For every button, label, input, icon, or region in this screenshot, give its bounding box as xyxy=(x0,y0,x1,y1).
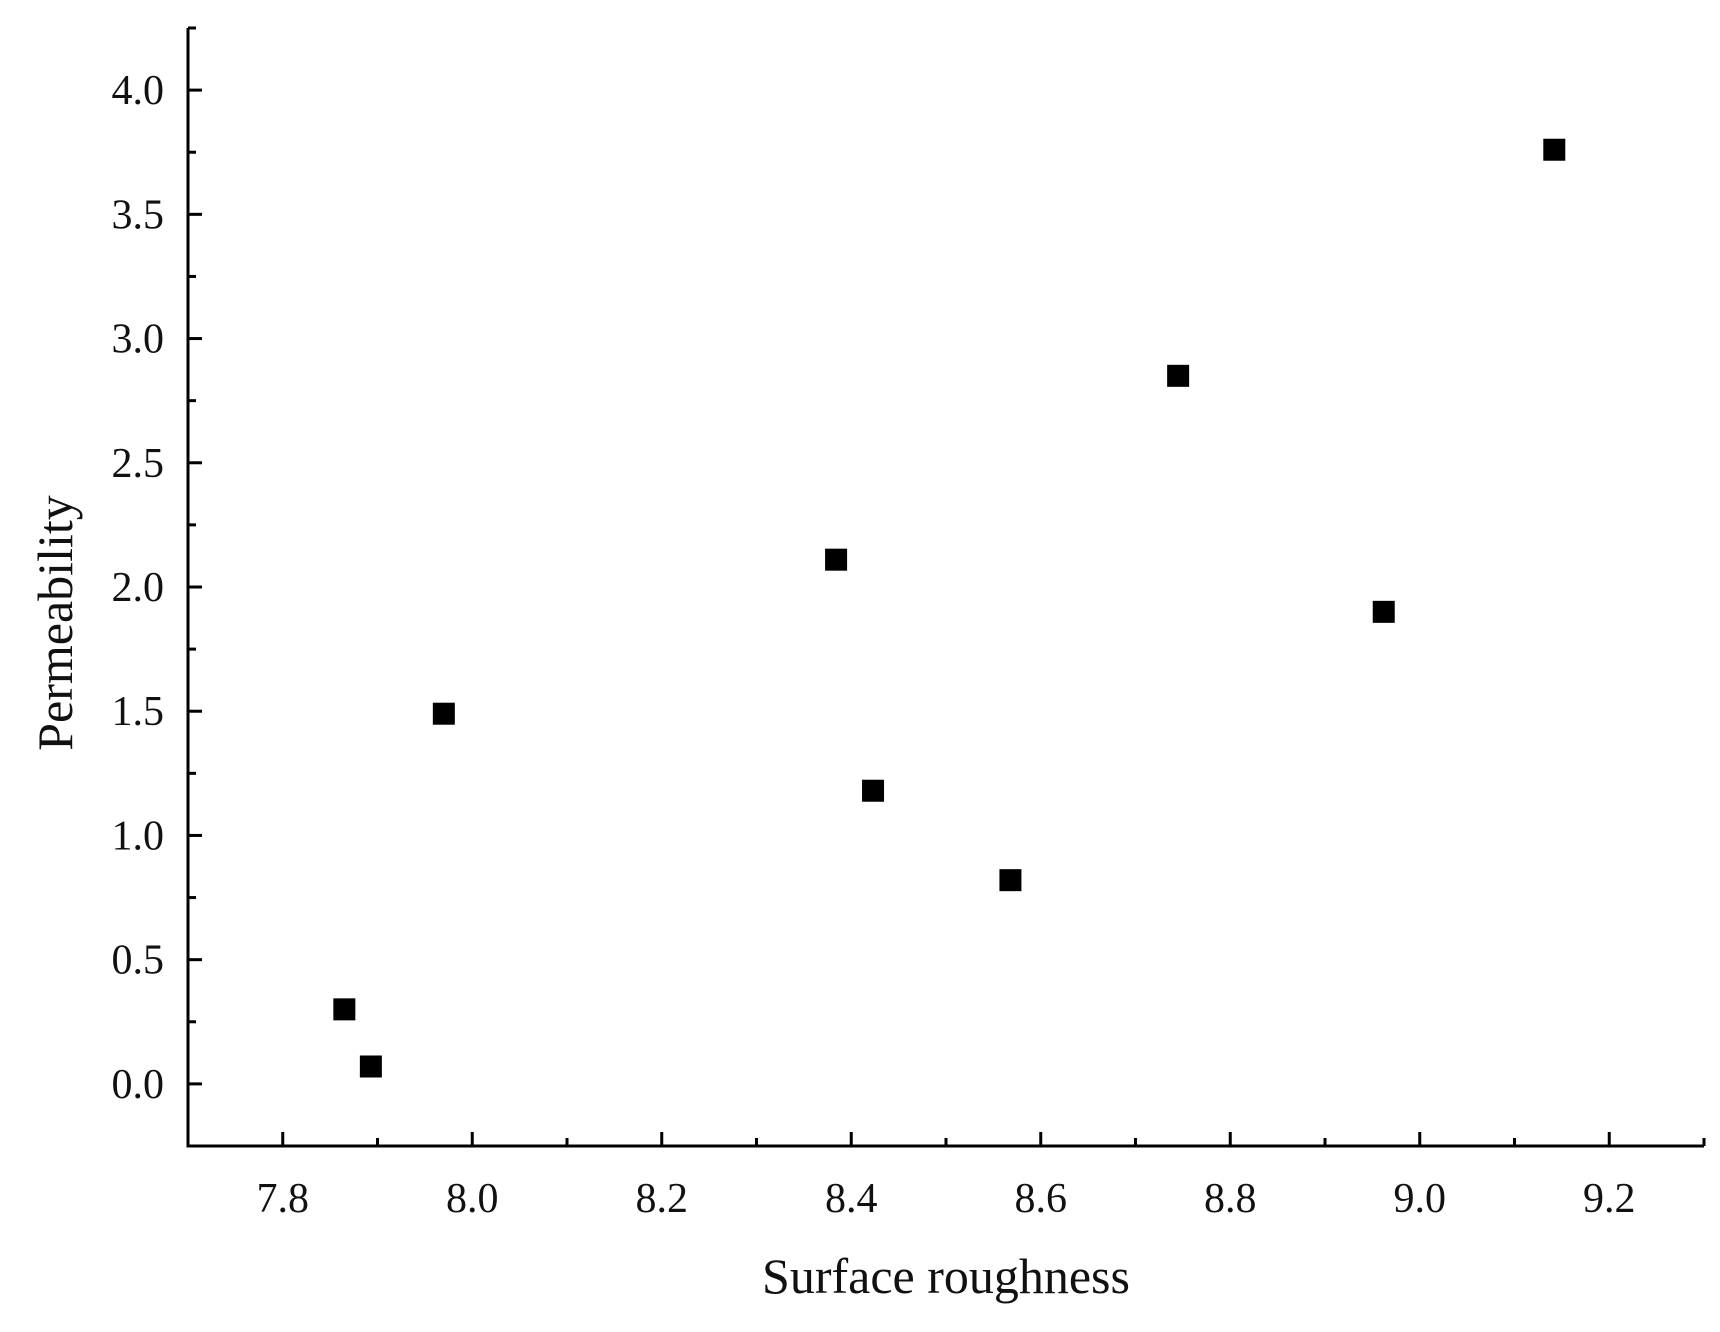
x-tick-label: 8.0 xyxy=(446,1176,499,1222)
y-tick-label: 2.5 xyxy=(112,441,165,487)
y-axis-title: Permeability xyxy=(27,495,83,751)
data-point xyxy=(999,869,1022,892)
y-tick-label: 0.0 xyxy=(112,1062,165,1108)
data-point xyxy=(359,1055,382,1078)
points-layer xyxy=(333,138,1566,1078)
data-point xyxy=(862,779,885,802)
y-tick-label: 1.0 xyxy=(112,813,165,859)
axes-layer xyxy=(186,28,1704,1148)
y-tick-label: 3.5 xyxy=(112,192,165,238)
data-point xyxy=(825,548,848,571)
x-tick-label: 8.2 xyxy=(636,1176,689,1222)
x-tick-label: 7.8 xyxy=(257,1176,310,1222)
x-tick-label: 9.0 xyxy=(1394,1176,1447,1222)
x-tick-label: 8.8 xyxy=(1204,1176,1257,1222)
data-point xyxy=(1372,600,1395,623)
y-tick-label: 4.0 xyxy=(112,68,165,114)
y-tick-label: 1.5 xyxy=(112,689,165,735)
ticks-layer: 0.0 0.5 1.0 1.5 2.0 2.5 3.0 3.5 4.0 7.8 8.0 8.2 8.4 8… xyxy=(112,26,1706,1222)
x-tick-label: 8.4 xyxy=(825,1176,878,1222)
data-point xyxy=(1543,138,1566,161)
data-point xyxy=(1167,364,1190,387)
x-tick-label: 9.2 xyxy=(1583,1176,1636,1222)
y-tick-label: 0.5 xyxy=(112,938,165,984)
y-tick-label: 3.0 xyxy=(112,317,165,363)
x-tick-label: 8.6 xyxy=(1015,1176,1068,1222)
x-axis-title: Surface roughness xyxy=(762,1248,1130,1304)
y-tick-label: 2.0 xyxy=(112,565,165,611)
data-point xyxy=(432,702,455,725)
data-point xyxy=(333,998,356,1021)
